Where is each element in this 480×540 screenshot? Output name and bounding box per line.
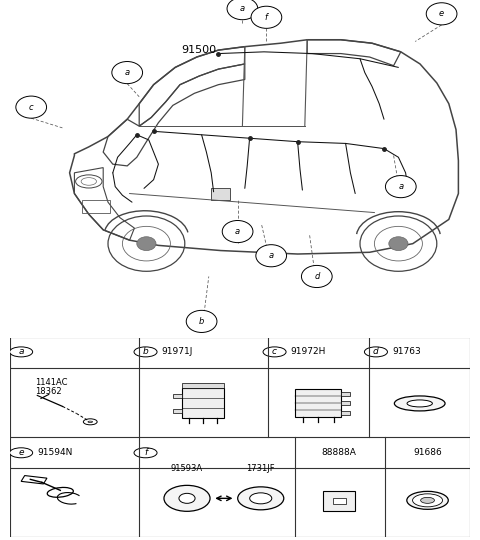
Bar xyxy=(173,409,182,413)
Text: a: a xyxy=(398,182,403,191)
Ellipse shape xyxy=(395,396,445,411)
Circle shape xyxy=(364,347,387,357)
Circle shape xyxy=(251,6,282,28)
Text: a: a xyxy=(235,227,240,236)
Bar xyxy=(341,392,349,396)
Circle shape xyxy=(389,237,408,251)
Ellipse shape xyxy=(407,491,448,509)
Bar xyxy=(21,476,47,484)
Circle shape xyxy=(134,448,157,458)
Text: 1141AC: 1141AC xyxy=(35,378,68,387)
Text: 88888A: 88888A xyxy=(322,448,357,457)
Text: e: e xyxy=(18,448,24,457)
Text: 91972H: 91972H xyxy=(291,347,326,356)
Circle shape xyxy=(263,347,286,357)
Text: a: a xyxy=(125,68,130,77)
Ellipse shape xyxy=(179,494,195,503)
Bar xyxy=(341,411,349,415)
Text: f: f xyxy=(265,13,268,22)
Ellipse shape xyxy=(420,497,434,503)
Bar xyxy=(341,401,349,406)
Text: 91500: 91500 xyxy=(181,45,217,55)
Text: 1731JF: 1731JF xyxy=(246,464,275,474)
Text: d: d xyxy=(373,347,379,356)
Text: a: a xyxy=(18,347,24,356)
Circle shape xyxy=(227,0,258,19)
Ellipse shape xyxy=(238,487,284,510)
Text: c: c xyxy=(272,347,277,356)
Text: 91686: 91686 xyxy=(413,448,442,457)
Circle shape xyxy=(137,237,156,251)
Circle shape xyxy=(16,96,47,118)
Bar xyxy=(182,383,224,388)
Bar xyxy=(211,188,230,200)
Text: a: a xyxy=(240,4,245,13)
Circle shape xyxy=(301,266,332,287)
Bar xyxy=(295,389,341,417)
Ellipse shape xyxy=(413,494,443,507)
Bar xyxy=(323,491,355,511)
Circle shape xyxy=(10,448,33,458)
Text: 91593A: 91593A xyxy=(171,464,203,474)
Circle shape xyxy=(222,220,253,242)
Text: 18362: 18362 xyxy=(35,387,61,396)
Text: 91594N: 91594N xyxy=(37,448,72,457)
Circle shape xyxy=(426,3,457,25)
Text: b: b xyxy=(143,347,148,356)
Text: e: e xyxy=(439,9,444,18)
Ellipse shape xyxy=(250,493,272,504)
Bar xyxy=(82,200,110,213)
Text: 91763: 91763 xyxy=(392,347,421,356)
Text: c: c xyxy=(29,103,34,112)
Text: a: a xyxy=(269,251,274,260)
Text: d: d xyxy=(314,272,320,281)
Text: 91971J: 91971J xyxy=(162,347,193,356)
Ellipse shape xyxy=(164,485,210,511)
Bar xyxy=(182,388,224,418)
Bar xyxy=(333,498,346,504)
Circle shape xyxy=(385,176,416,198)
Circle shape xyxy=(256,245,287,267)
Circle shape xyxy=(186,310,217,333)
Bar xyxy=(173,394,182,399)
Text: f: f xyxy=(144,448,147,457)
Circle shape xyxy=(10,347,33,357)
Circle shape xyxy=(134,347,157,357)
Ellipse shape xyxy=(407,400,432,407)
Circle shape xyxy=(112,62,143,84)
Text: b: b xyxy=(199,317,204,326)
